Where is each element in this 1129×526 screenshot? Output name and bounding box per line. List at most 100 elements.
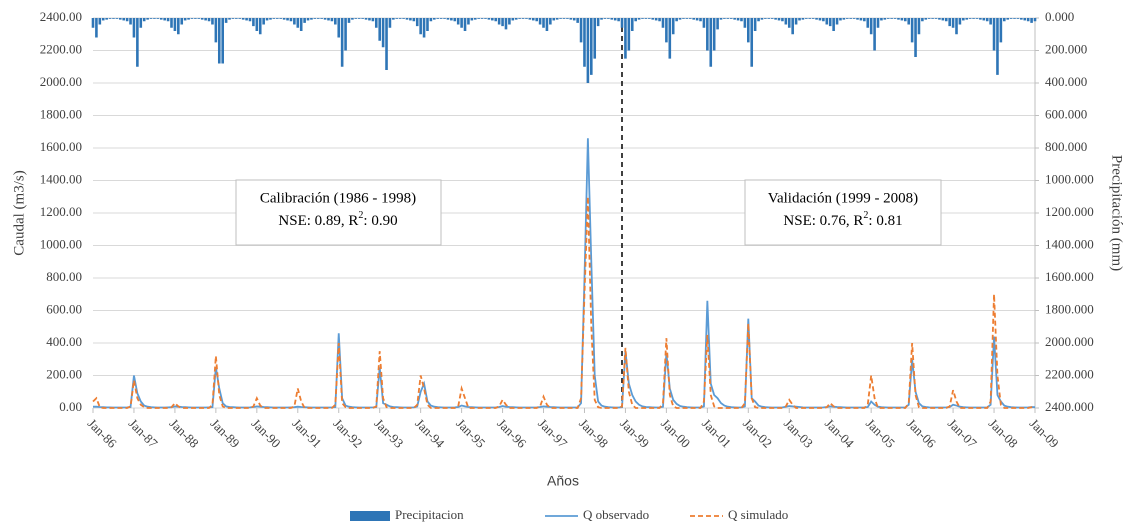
precip-bar xyxy=(893,18,897,19)
precip-bar xyxy=(617,18,620,22)
precip-bar xyxy=(743,18,747,28)
precip-bar xyxy=(897,18,900,20)
precip-bar xyxy=(200,18,204,20)
precip-bar xyxy=(965,18,969,20)
x-axis-title: Años xyxy=(547,473,579,489)
precip-bar xyxy=(794,18,798,25)
precip-bar xyxy=(313,18,317,19)
precip-bar xyxy=(808,18,812,19)
precip-bar xyxy=(665,18,668,43)
precip-bar xyxy=(770,18,774,19)
precip-bar xyxy=(654,18,658,21)
precip-bar xyxy=(354,18,358,19)
precip-bar xyxy=(648,18,651,19)
precip-bar xyxy=(1020,18,1023,20)
precip-bar xyxy=(661,18,665,28)
precip-bar xyxy=(859,18,863,21)
y-tick-label: 1400.00 xyxy=(40,171,82,186)
precip-bar xyxy=(729,18,733,19)
annotation-box xyxy=(744,179,942,246)
stat: NSE: 0.89, R xyxy=(278,213,358,229)
precip-bar xyxy=(944,18,948,22)
precip-bar xyxy=(156,18,160,19)
precip-bar xyxy=(153,18,156,19)
precip-bar xyxy=(962,18,965,21)
precip-bar xyxy=(733,18,736,20)
precip-bar xyxy=(552,18,556,21)
precip-bar xyxy=(863,18,866,22)
precip-bar xyxy=(1006,18,1009,20)
precip-bar xyxy=(340,18,344,67)
precip-bar xyxy=(910,18,914,43)
precip-bar xyxy=(811,18,815,19)
x-tick-label: Jan-00 xyxy=(658,416,693,451)
precip-bar xyxy=(173,18,177,31)
precip-bar xyxy=(613,18,617,21)
precip-bar xyxy=(221,18,224,64)
precip-bar xyxy=(627,18,631,51)
x-tick-label: Jan-95 xyxy=(453,416,488,451)
legend-label: Precipitacion xyxy=(395,507,464,522)
precip-bar xyxy=(828,18,832,27)
precip-bar xyxy=(525,18,528,19)
precip-bar xyxy=(712,18,716,51)
x-tick-label: Jan-86 xyxy=(85,416,120,451)
precip-bar xyxy=(941,18,945,21)
y-tick-label: 1000.00 xyxy=(40,236,82,251)
precip-bar xyxy=(869,18,873,35)
precip-bar xyxy=(1023,18,1027,21)
precip-bar xyxy=(276,18,279,19)
precip-bar xyxy=(958,18,962,25)
y-tick-label: 1200.00 xyxy=(40,204,82,219)
precip-bar xyxy=(1002,18,1006,22)
x-tick-label: Jan-97 xyxy=(535,416,570,451)
precip-bar xyxy=(521,18,525,19)
y-tick-label: 2200.00 xyxy=(40,41,82,56)
precip-bar xyxy=(197,18,201,19)
precip-bar xyxy=(446,18,450,20)
precip-bar xyxy=(361,18,364,19)
stat-sup: 2 xyxy=(863,210,868,221)
precip-bar xyxy=(856,18,859,20)
precip-bar xyxy=(787,18,791,28)
precip-bar xyxy=(426,18,429,31)
flow-line xyxy=(93,138,1036,409)
x-tick-label: Jan-08 xyxy=(986,416,1021,451)
y2-axis-title: Precipitación (mm) xyxy=(1109,155,1125,271)
precip-bar xyxy=(904,18,907,22)
precip-bar xyxy=(142,18,146,22)
precip-bar xyxy=(392,18,395,20)
precip-bar xyxy=(538,18,542,25)
precip-bar xyxy=(187,18,190,20)
y-tick-label: 800.00 xyxy=(46,269,82,284)
precip-bar xyxy=(668,18,672,59)
precip-bar xyxy=(299,18,303,31)
precip-bar xyxy=(747,18,750,43)
precip-bar xyxy=(494,18,498,22)
precip-bar xyxy=(989,18,992,25)
precip-bar xyxy=(293,18,296,25)
precip-bar xyxy=(231,18,235,19)
precip-bar xyxy=(115,18,119,19)
precip-bar xyxy=(764,18,767,19)
precip-bar xyxy=(183,18,187,21)
precip-bar xyxy=(480,18,484,19)
x-tick-label: Jan-05 xyxy=(863,416,898,451)
precip-bar xyxy=(477,18,480,19)
precip-bar xyxy=(101,18,105,21)
precip-bar xyxy=(845,18,849,19)
precip-bar xyxy=(235,18,238,19)
precip-bar xyxy=(436,18,440,19)
precip-bar xyxy=(146,18,149,20)
precip-bar xyxy=(685,18,689,19)
precip-bar xyxy=(688,18,692,19)
precip-bar xyxy=(91,18,95,28)
precip-bar xyxy=(511,18,515,21)
precip-bar xyxy=(453,18,457,22)
legend-swatch xyxy=(350,511,390,521)
y2-tick-label: 1200.000 xyxy=(1045,204,1094,219)
precip-bar xyxy=(282,18,286,20)
precip-bar xyxy=(364,18,368,20)
x-tick-label: Jan-98 xyxy=(576,416,611,451)
